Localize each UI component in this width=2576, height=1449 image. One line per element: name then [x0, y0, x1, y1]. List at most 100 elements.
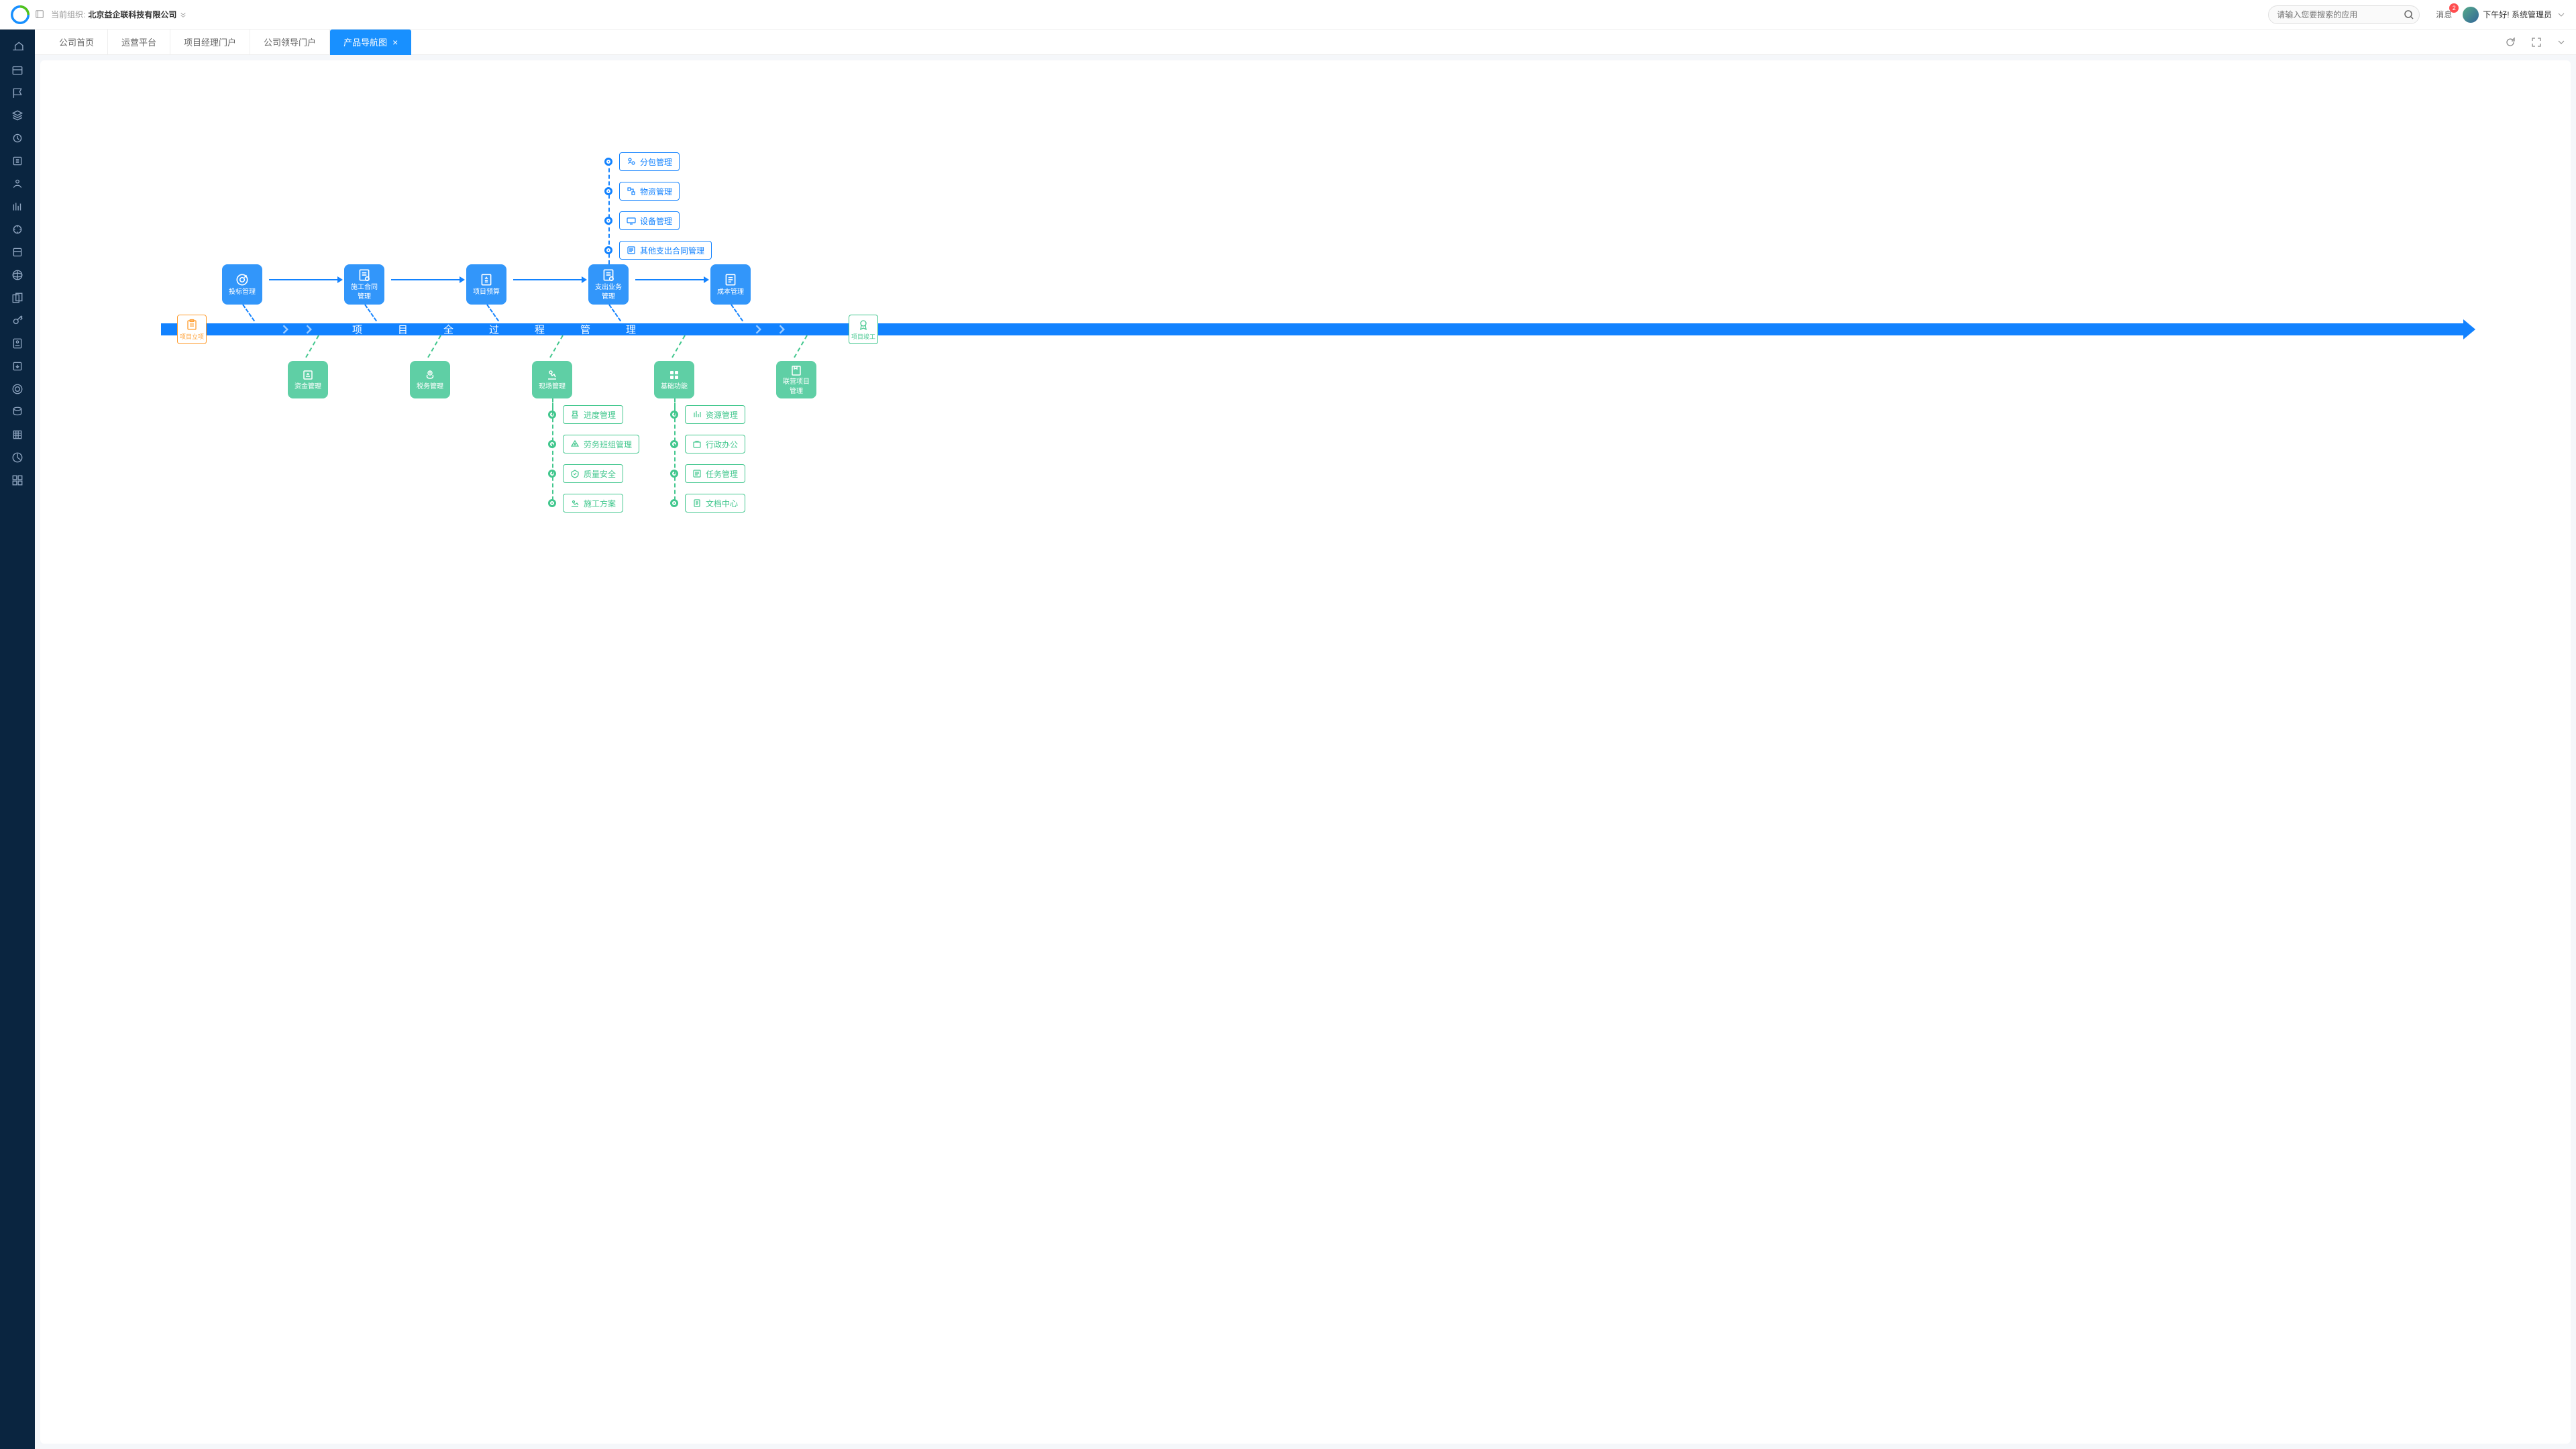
sidebar-item-15[interactable] [7, 378, 28, 400]
diagram-canvas: 项 目 全 过 程 管 理 项目立项 项目竣工 投标管理 施工合同管理 项目预算 支出… [40, 60, 2571, 1444]
node-budget-icon [479, 272, 494, 287]
stage-start[interactable]: 项目立项 [177, 315, 207, 344]
sidebar-item-16[interactable] [7, 401, 28, 423]
messages-link[interactable]: 消息 2 [2436, 9, 2452, 20]
tab-close-icon[interactable]: × [392, 37, 398, 48]
search-button[interactable] [2404, 9, 2414, 20]
sidebar-item-12[interactable] [7, 310, 28, 331]
sidebar-item-13[interactable] [7, 333, 28, 354]
sidebar [0, 30, 35, 1449]
pill-site-3[interactable]: 施工方案 [563, 494, 623, 513]
book-icon[interactable] [35, 9, 46, 20]
sidebar-item-3[interactable] [7, 105, 28, 126]
bar-title: 项 目 全 过 程 管 理 [352, 323, 637, 337]
pill-site-1[interactable]: 劳务班组管理 [563, 435, 639, 453]
node-budget[interactable]: 项目预算 [466, 264, 506, 305]
ring-icon [604, 246, 612, 254]
node-fund[interactable]: 资金管理 [288, 361, 328, 398]
pill-icon [627, 157, 636, 166]
node-expend[interactable]: 支出业务管理 [588, 264, 629, 305]
ring-icon [604, 158, 612, 166]
pill-expend-0[interactable]: 分包管理 [619, 152, 680, 171]
sidebar-item-6[interactable] [7, 173, 28, 195]
pill-base-icon [692, 469, 702, 478]
search-wrap [2268, 5, 2420, 24]
node-tax-icon [423, 368, 437, 382]
clipboard-icon [186, 319, 198, 331]
stage-start-label: 项目立项 [180, 332, 204, 341]
tab-2[interactable]: 项目经理门户 [170, 30, 250, 55]
connector [305, 335, 319, 358]
pill-site-icon [570, 439, 580, 449]
node-tax[interactable]: 税务管理 [410, 361, 450, 398]
app-header: 当前组织: 北京益企联科技有限公司 消息 2 下午好! 系统管理员 [0, 0, 2576, 30]
more-chevron-icon[interactable] [2557, 38, 2565, 46]
connector [672, 335, 686, 358]
org-label: 当前组织: [51, 9, 85, 20]
pill-icon [627, 186, 636, 196]
sidebar-item-7[interactable] [7, 196, 28, 217]
node-bid[interactable]: 投标管理 [222, 264, 262, 305]
tab-4[interactable]: 产品导航图× [330, 30, 411, 55]
sidebar-item-9[interactable] [7, 241, 28, 263]
org-name[interactable]: 北京益企联科技有限公司 [88, 9, 176, 20]
connector [552, 398, 553, 500]
bar-chevron-icon [755, 325, 763, 334]
avatar[interactable] [2463, 7, 2479, 23]
pill-expend-1[interactable]: 物资管理 [619, 182, 680, 201]
node-joint[interactable]: 联营项目管理 [776, 361, 816, 398]
arrow [391, 279, 460, 280]
pill-site-2[interactable]: 质量安全 [563, 464, 623, 483]
sidebar-item-19[interactable] [7, 470, 28, 491]
node-cntr[interactable]: 施工合同管理 [344, 264, 384, 305]
node-cost[interactable]: 成本管理 [710, 264, 751, 305]
pill-icon [627, 246, 636, 255]
search-input[interactable] [2268, 5, 2420, 24]
chevron-down-icon[interactable] [179, 11, 187, 18]
tabs-actions [2505, 37, 2565, 48]
connector [794, 335, 808, 358]
sidebar-item-0[interactable] [7, 36, 28, 58]
arrow [269, 279, 337, 280]
node-site[interactable]: 现场管理 [532, 361, 572, 398]
pill-base-0[interactable]: 资源管理 [685, 405, 745, 424]
sidebar-item-5[interactable] [7, 150, 28, 172]
pill-base-1[interactable]: 行政办公 [685, 435, 745, 453]
node-bid-icon [235, 272, 250, 287]
sidebar-item-4[interactable] [7, 127, 28, 149]
connector [731, 304, 743, 321]
node-expend-icon [601, 268, 616, 282]
process-bar: 项 目 全 过 程 管 理 [161, 323, 2463, 335]
pill-expend-3[interactable]: 其他支出合同管理 [619, 241, 712, 260]
node-base[interactable]: 基础功能 [654, 361, 694, 398]
stage-end-label: 项目竣工 [851, 332, 875, 341]
sidebar-item-11[interactable] [7, 287, 28, 309]
pill-site-0[interactable]: 进度管理 [563, 405, 623, 424]
bar-chevron-icon [282, 325, 290, 334]
fullscreen-icon[interactable] [2532, 38, 2541, 47]
sidebar-item-18[interactable] [7, 447, 28, 468]
refresh-icon[interactable] [2505, 37, 2516, 48]
user-menu-chevron-icon[interactable] [2557, 11, 2565, 19]
tab-1[interactable]: 运营平台 [108, 30, 170, 55]
pill-base-2[interactable]: 任务管理 [685, 464, 745, 483]
pill-site-icon [570, 410, 580, 419]
sidebar-item-2[interactable] [7, 82, 28, 103]
bar-chevron-icon [305, 325, 313, 334]
ring-icon [604, 187, 612, 195]
sidebar-item-8[interactable] [7, 219, 28, 240]
pill-base-3[interactable]: 文档中心 [685, 494, 745, 513]
app-logo [11, 5, 30, 24]
connector [427, 335, 441, 358]
arrow [513, 279, 582, 280]
sidebar-item-17[interactable] [7, 424, 28, 445]
node-joint-icon [790, 364, 803, 377]
sidebar-item-1[interactable] [7, 59, 28, 80]
tab-0[interactable]: 公司首页 [46, 30, 108, 55]
tab-3[interactable]: 公司领导门户 [250, 30, 330, 55]
sidebar-item-10[interactable] [7, 264, 28, 286]
stage-end[interactable]: 项目竣工 [849, 315, 878, 344]
bar-chevron-icon [778, 325, 786, 334]
sidebar-item-14[interactable] [7, 356, 28, 377]
pill-expend-2[interactable]: 设备管理 [619, 211, 680, 230]
